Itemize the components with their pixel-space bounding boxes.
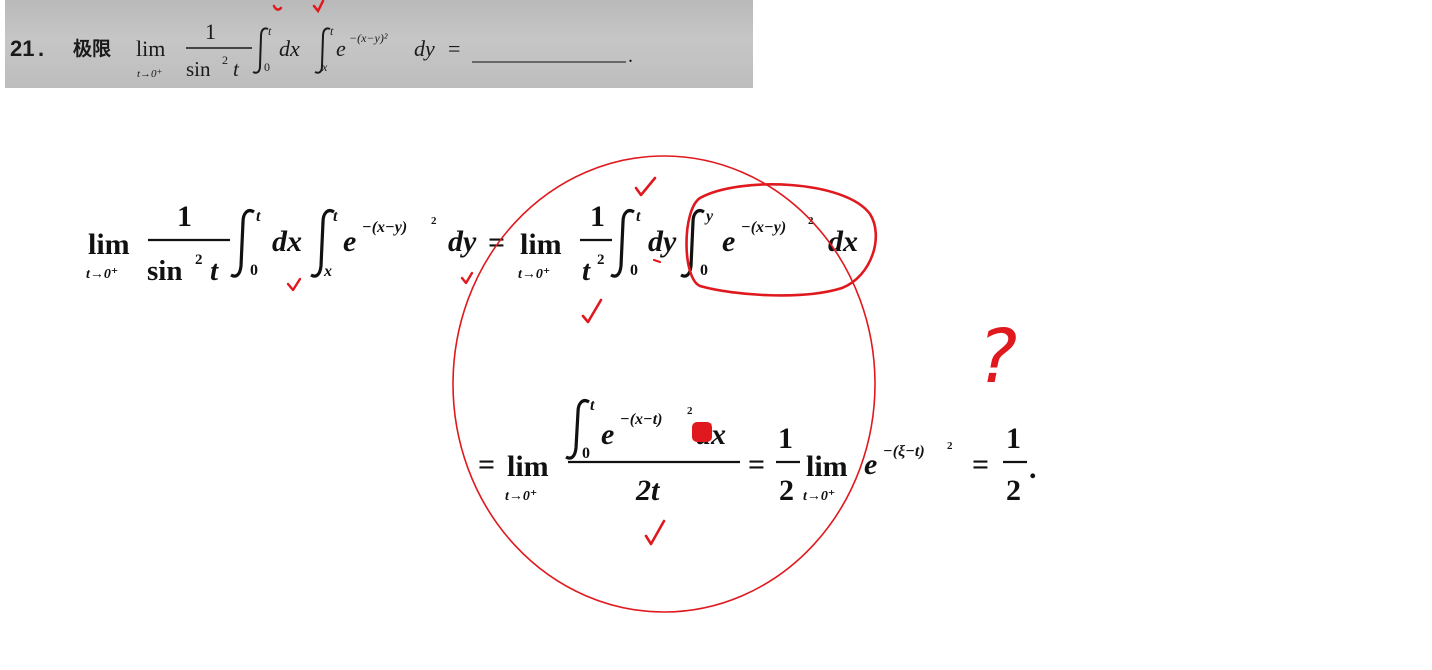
ink-question-mark: ? xyxy=(978,314,1017,400)
line1-frac-num: 1 xyxy=(177,200,192,233)
question-lim: lim xyxy=(136,36,165,61)
line2-num-integral xyxy=(565,399,590,460)
ink-big-circle xyxy=(452,155,876,613)
question-integral-1 xyxy=(252,27,269,74)
line1-int2-lower: x xyxy=(323,263,332,280)
question-int1-lower: 0 xyxy=(264,60,270,74)
ink-check-1 xyxy=(286,277,302,292)
ink-check-2 xyxy=(460,271,474,285)
line1-rhs-exp-base: e xyxy=(722,225,735,258)
line1-exp-base: e xyxy=(343,225,356,258)
line1-rhs-lim-sub: t→0⁺ xyxy=(518,267,550,282)
line2-num-exp-power-sq: 2 xyxy=(687,405,693,417)
line2-num-int-lower: 0 xyxy=(582,445,590,462)
line2-num-exp-base: e xyxy=(601,418,614,451)
line1-rhs-integral-1 xyxy=(610,209,635,278)
line1-rhs-exp-power: −(x−y) xyxy=(741,219,786,236)
ink-annotations xyxy=(286,155,878,613)
line2-num-exp-power: −(x−t) xyxy=(620,411,663,428)
question-integral-2 xyxy=(314,27,331,74)
line1-lim-sub: t→0⁺ xyxy=(86,267,118,282)
line2-half-den: 2 xyxy=(779,474,794,507)
question-title: 极限 xyxy=(73,37,111,60)
line2-result-num: 1 xyxy=(1006,422,1021,455)
question-ink-ticks xyxy=(272,0,325,14)
question-int1-body: dx xyxy=(279,36,300,61)
solution-line-2: = lim t→0⁺ t 0 e −(x−t) 2 dx 2t = 1 2 li… xyxy=(478,397,1037,507)
ink-blot xyxy=(692,422,712,442)
line2-den: 2t xyxy=(635,474,661,507)
line2-lim: lim xyxy=(507,450,549,483)
question-end: . xyxy=(628,45,633,67)
line1-rhs-int2-diff: dx xyxy=(828,225,858,258)
line1-rhs-integral-2 xyxy=(680,209,705,278)
line1-int2-upper: t xyxy=(333,208,338,225)
line1-frac-den: sin xyxy=(147,255,182,287)
ink-small-loop xyxy=(685,183,878,297)
line1-rhs-frac-num: 1 xyxy=(590,200,605,233)
line2-end: . xyxy=(1029,452,1037,485)
question-equals: = xyxy=(448,36,460,61)
line1-integral-1 xyxy=(230,209,255,278)
line1-rhs-int2-upper: y xyxy=(704,208,714,225)
ink-check-4 xyxy=(581,298,603,324)
line1-rhs-frac-den-pow: 2 xyxy=(597,252,605,268)
question-int2-diff: dy xyxy=(414,36,435,61)
line2-exp-power: −(ξ−t) xyxy=(883,443,925,460)
question-ink-tick-1 xyxy=(272,4,283,11)
question-frac-num: 1 xyxy=(205,19,216,44)
line2-exp-base: e xyxy=(864,448,877,481)
line2-equals-1: = xyxy=(478,448,495,481)
question-photo-strip xyxy=(5,0,753,88)
line1-rhs-int1-lower: 0 xyxy=(630,262,638,279)
line2-num-int-upper: t xyxy=(590,397,595,414)
line1-exp-power-sq: 2 xyxy=(431,215,437,227)
line1-int1-upper: t xyxy=(256,208,261,225)
question-line: 21 . 极限 lim t→0⁺ 1 sin 2 t t 0 dx t x e … xyxy=(10,19,633,81)
line2-equals-3: = xyxy=(972,448,989,481)
ink-dash xyxy=(652,258,662,264)
line1-rhs-frac-den: t xyxy=(582,255,591,287)
question-frac-den: sin xyxy=(186,57,211,81)
line2-lim2: lim xyxy=(806,450,848,483)
question-int2-upper: t xyxy=(330,24,334,38)
line2-lim2-sub: t→0⁺ xyxy=(803,489,835,504)
line2-equals-2: = xyxy=(748,448,765,481)
line1-integral-2 xyxy=(310,209,335,278)
line1-int1-body: dx xyxy=(272,225,302,258)
question-lim-sub: t→0⁺ xyxy=(137,68,163,80)
line2-result-den: 2 xyxy=(1006,474,1021,507)
question-number-punct: . xyxy=(38,36,44,61)
line2-exp-power-sq: 2 xyxy=(947,440,953,452)
question-number: 21 xyxy=(10,36,34,61)
line1-int1-lower: 0 xyxy=(250,262,258,279)
line1-lim: lim xyxy=(88,228,130,261)
ink-check-3 xyxy=(634,176,657,197)
line1-rhs-int1-body: dy xyxy=(648,225,677,258)
question-int1-upper: t xyxy=(268,24,272,38)
question-exp-power: −(x−y)² xyxy=(349,31,388,45)
question-ink-tick-2 xyxy=(312,0,325,14)
solution-line-1: lim t→0⁺ 1 sin 2 t t 0 dx t x e −(x−y) 2… xyxy=(86,200,858,287)
line1-int2-diff: dy xyxy=(448,225,477,258)
line1-rhs-int1-upper: t xyxy=(636,208,641,225)
ink-check-5 xyxy=(644,519,666,546)
line2-half-num: 1 xyxy=(778,422,793,455)
line1-rhs-int2-lower: 0 xyxy=(700,262,708,279)
question-frac-den-var: t xyxy=(233,57,240,81)
line1-frac-den-pow: 2 xyxy=(195,252,203,268)
line1-exp-power: −(x−y) xyxy=(362,219,407,236)
line1-frac-den-var: t xyxy=(210,255,219,287)
line2-lim-sub: t→0⁺ xyxy=(505,489,537,504)
question-frac-den-pow: 2 xyxy=(222,53,228,67)
question-int2-lower: x xyxy=(321,60,328,74)
line1-rhs-lim: lim xyxy=(520,228,562,261)
question-exp-base: e xyxy=(336,36,346,61)
